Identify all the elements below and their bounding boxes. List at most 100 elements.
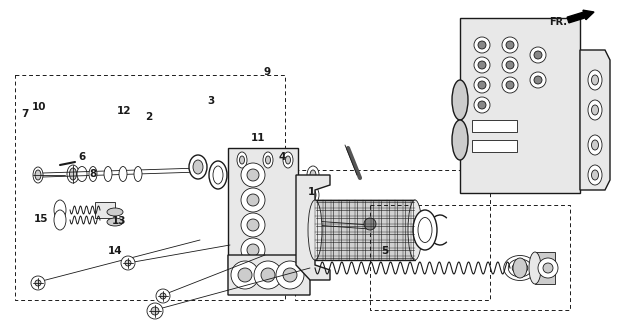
Ellipse shape: [529, 252, 541, 284]
Circle shape: [247, 219, 259, 231]
Ellipse shape: [35, 170, 41, 180]
Circle shape: [247, 244, 259, 256]
Text: 11: 11: [251, 132, 266, 143]
Ellipse shape: [54, 200, 66, 220]
Circle shape: [364, 218, 376, 230]
Circle shape: [31, 276, 45, 290]
Circle shape: [241, 238, 265, 262]
Ellipse shape: [67, 165, 79, 183]
Ellipse shape: [588, 135, 602, 155]
Ellipse shape: [413, 210, 437, 250]
Circle shape: [147, 303, 163, 319]
Circle shape: [478, 101, 486, 109]
Text: 5: 5: [381, 246, 388, 256]
Bar: [472, 120, 517, 132]
Circle shape: [534, 51, 542, 59]
Circle shape: [121, 256, 135, 270]
Circle shape: [530, 47, 546, 63]
Ellipse shape: [513, 258, 527, 278]
Circle shape: [254, 261, 282, 289]
Circle shape: [530, 72, 546, 88]
Ellipse shape: [591, 105, 598, 115]
Circle shape: [538, 258, 558, 278]
Polygon shape: [95, 202, 115, 218]
Ellipse shape: [310, 230, 316, 240]
Circle shape: [283, 268, 297, 282]
Ellipse shape: [239, 156, 244, 164]
Circle shape: [506, 61, 514, 69]
Ellipse shape: [452, 120, 468, 160]
Circle shape: [506, 81, 514, 89]
Ellipse shape: [588, 100, 602, 120]
Ellipse shape: [588, 165, 602, 185]
Ellipse shape: [310, 190, 316, 200]
Ellipse shape: [54, 210, 66, 230]
Ellipse shape: [591, 75, 598, 85]
Ellipse shape: [307, 186, 319, 204]
Text: 2: 2: [145, 112, 153, 122]
Ellipse shape: [310, 210, 316, 220]
Circle shape: [231, 261, 259, 289]
Circle shape: [502, 77, 518, 93]
Ellipse shape: [285, 156, 291, 164]
Circle shape: [125, 260, 131, 266]
Ellipse shape: [263, 152, 273, 168]
Ellipse shape: [104, 166, 112, 181]
Ellipse shape: [307, 206, 319, 224]
Ellipse shape: [33, 167, 43, 183]
Ellipse shape: [408, 200, 422, 260]
Ellipse shape: [209, 161, 227, 189]
Ellipse shape: [307, 226, 319, 244]
Ellipse shape: [452, 80, 468, 120]
Text: 14: 14: [107, 246, 122, 256]
Circle shape: [241, 163, 265, 187]
Polygon shape: [535, 252, 555, 284]
Ellipse shape: [77, 166, 87, 181]
Text: 4: 4: [278, 152, 286, 162]
Ellipse shape: [107, 208, 123, 216]
Text: 6: 6: [79, 152, 86, 162]
Polygon shape: [296, 175, 330, 280]
Text: FR.: FR.: [549, 17, 567, 27]
Ellipse shape: [189, 155, 207, 179]
Circle shape: [502, 57, 518, 73]
Text: 3: 3: [207, 96, 215, 106]
Ellipse shape: [107, 218, 123, 226]
Polygon shape: [460, 18, 580, 193]
Polygon shape: [228, 255, 310, 295]
Circle shape: [478, 81, 486, 89]
Text: 12: 12: [117, 106, 131, 116]
Polygon shape: [315, 200, 415, 260]
Text: 8: 8: [89, 169, 97, 180]
Circle shape: [238, 268, 252, 282]
Ellipse shape: [591, 170, 598, 180]
Circle shape: [543, 263, 553, 273]
Bar: [472, 140, 517, 152]
Polygon shape: [228, 148, 298, 268]
Circle shape: [478, 61, 486, 69]
Ellipse shape: [307, 166, 319, 184]
Polygon shape: [580, 50, 610, 190]
Circle shape: [474, 37, 490, 53]
Circle shape: [156, 289, 170, 303]
Ellipse shape: [193, 160, 203, 174]
Ellipse shape: [308, 200, 322, 260]
Circle shape: [534, 76, 542, 84]
Circle shape: [506, 41, 514, 49]
Circle shape: [241, 188, 265, 212]
Circle shape: [35, 280, 41, 286]
Ellipse shape: [134, 166, 142, 181]
Ellipse shape: [119, 166, 127, 181]
FancyArrow shape: [567, 10, 594, 23]
Ellipse shape: [89, 166, 97, 181]
Ellipse shape: [283, 152, 293, 168]
Circle shape: [478, 41, 486, 49]
Circle shape: [261, 268, 275, 282]
Text: 15: 15: [34, 214, 49, 224]
Ellipse shape: [265, 156, 270, 164]
Circle shape: [474, 57, 490, 73]
Text: 1: 1: [308, 187, 315, 197]
Circle shape: [502, 37, 518, 53]
Text: 7: 7: [21, 108, 29, 119]
Text: 10: 10: [32, 101, 46, 112]
